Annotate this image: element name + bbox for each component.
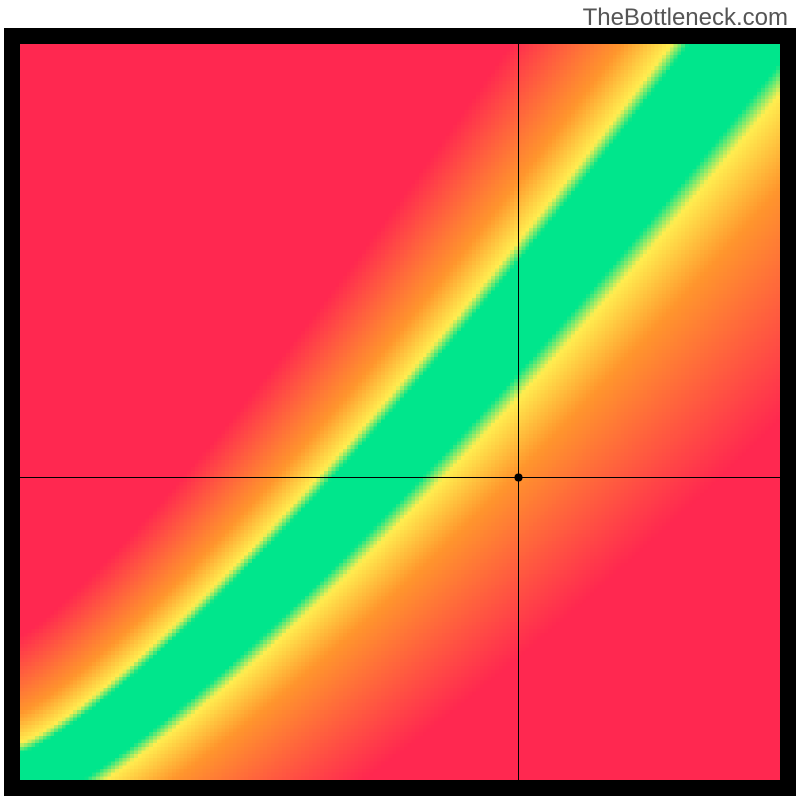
watermark-text: TheBottleneck.com bbox=[583, 4, 788, 32]
chart-frame bbox=[4, 28, 796, 796]
crosshair-overlay bbox=[20, 44, 780, 780]
